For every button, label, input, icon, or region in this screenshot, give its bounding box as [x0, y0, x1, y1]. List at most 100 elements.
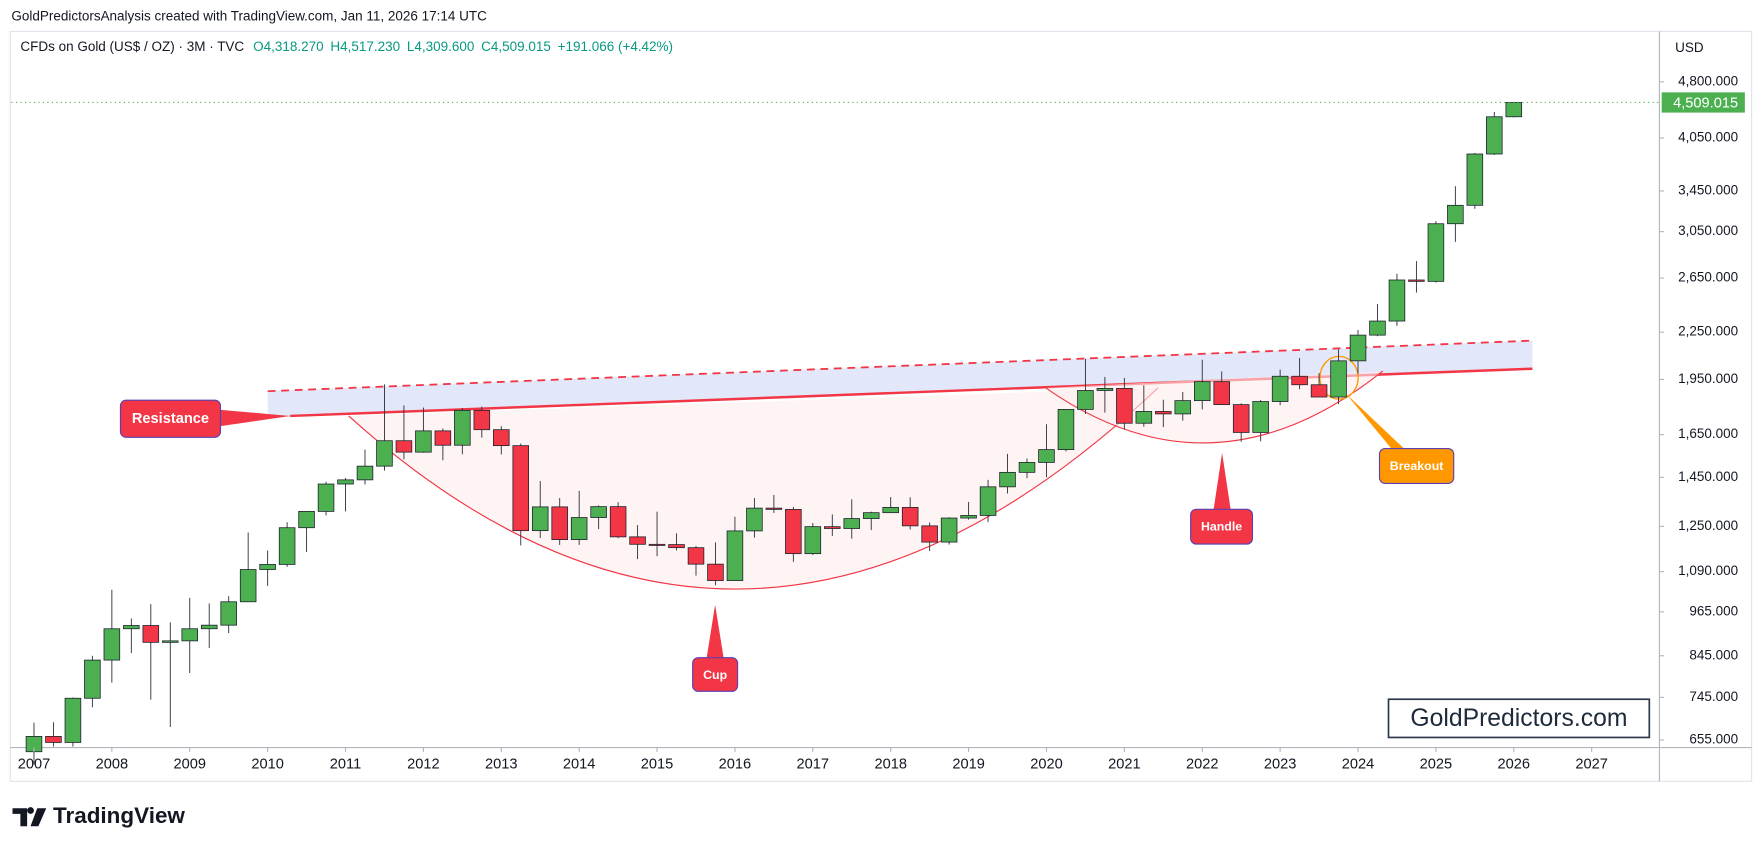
candle-body	[1038, 449, 1055, 463]
candle-body	[181, 628, 199, 642]
candle-body	[687, 547, 705, 565]
last-price-box	[1661, 92, 1745, 113]
candle-body	[493, 429, 510, 447]
x-tick-label: 2013	[485, 756, 518, 772]
resistance-band	[267, 340, 1533, 418]
candle-body	[921, 525, 938, 543]
cup-pointer	[706, 604, 725, 662]
candle-body	[1330, 360, 1347, 398]
candle-body	[103, 628, 121, 661]
candle-body	[473, 409, 491, 431]
cup-callout	[692, 657, 739, 692]
legend: CFDs on Gold (US$ / OZ) · 3M · TVC O4,318…	[20, 39, 673, 54]
candle-body	[1427, 223, 1445, 282]
last-price-label: 4,509.015	[1673, 95, 1738, 111]
candle-body	[1505, 102, 1523, 118]
high-label: H4,517.230	[330, 39, 400, 54]
cup-fill	[348, 387, 1159, 590]
callouts: Resistance Cup Handle Breakout GoldPredi…	[119, 393, 1651, 739]
breakout-label: Breakout	[1390, 459, 1444, 473]
candle-body	[960, 515, 977, 519]
resistance-dashed	[267, 339, 1533, 393]
candle-body	[785, 508, 802, 555]
candle-body	[940, 517, 958, 543]
x-tick-label: 2012	[407, 756, 440, 772]
resistance-callout	[119, 399, 222, 438]
candle-body	[531, 506, 549, 532]
y-tick-label: 1,090.000	[1678, 563, 1738, 578]
candles	[25, 101, 1523, 765]
candle-body	[668, 544, 685, 549]
breakout-callout	[1378, 447, 1455, 484]
x-tick-label: 2025	[1420, 756, 1453, 772]
candle-body	[1466, 153, 1484, 206]
handle-label: Handle	[1201, 520, 1242, 534]
y-tick-label: 1,650.000	[1678, 426, 1738, 441]
candle-body	[259, 564, 276, 570]
cup-label: Cup	[703, 668, 727, 682]
watermark-box	[1387, 698, 1651, 739]
breakout-circle	[1319, 355, 1359, 400]
candle-body	[1135, 411, 1153, 424]
x-tick-label: 2011	[330, 756, 361, 772]
candle-body	[979, 486, 997, 516]
breakout-pointer	[1345, 393, 1408, 452]
low-label: L4,309.600	[407, 39, 475, 54]
candle-body	[1116, 387, 1133, 424]
candle-body	[1213, 381, 1230, 406]
candle-body	[434, 430, 452, 446]
currency: USD	[1675, 40, 1704, 55]
candle-body	[1096, 387, 1114, 391]
candle-body	[609, 506, 627, 538]
x-tick-label: 2015	[641, 756, 674, 772]
candle-body	[317, 483, 335, 512]
x-tick-label: 2008	[96, 756, 129, 772]
x-tick-label: 2010	[251, 756, 284, 772]
candle-body	[551, 506, 568, 540]
x-tick-label: 2018	[874, 756, 907, 772]
candle-body	[337, 479, 354, 485]
y-tick-label: 1,450.000	[1678, 469, 1738, 484]
drawings	[267, 339, 1533, 590]
candle-body	[804, 526, 822, 555]
x-tick-label: 2021	[1108, 756, 1141, 772]
candle-body	[1155, 411, 1172, 415]
candle-body	[1193, 381, 1211, 402]
x-tick-label: 2016	[719, 756, 752, 772]
candle-body	[862, 512, 880, 519]
candle-body	[746, 507, 763, 532]
candle-body	[1310, 384, 1328, 398]
x-tick-label: 2009	[173, 756, 206, 772]
y-tick-label: 3,450.000	[1678, 182, 1738, 197]
candle-body	[162, 640, 179, 643]
candle-body	[590, 506, 607, 518]
candle-body	[1369, 320, 1386, 336]
y-tick-label: 745.000	[1689, 689, 1738, 704]
tradingview-logo: TradingView	[12, 803, 185, 828]
candle-body	[64, 697, 82, 743]
x-tick-label: 2024	[1342, 756, 1375, 772]
frame	[9, 30, 1753, 782]
cup-curve	[348, 387, 1159, 590]
y-tick-label: 1,250.000	[1678, 518, 1738, 533]
y-tick-label: 3,050.000	[1678, 223, 1738, 238]
logo-mark	[12, 807, 47, 827]
candle-body	[1447, 204, 1464, 225]
candle-body	[1077, 390, 1094, 410]
x-tick-label: 2007	[18, 756, 51, 772]
x-tick-label: 2026	[1498, 756, 1531, 772]
candle-body	[1174, 400, 1192, 415]
x-tick-label: 2014	[563, 756, 596, 772]
candle-body	[648, 543, 666, 546]
candle-body	[298, 511, 315, 529]
open-label: O4,318.270	[253, 39, 323, 54]
candle-body	[512, 445, 530, 532]
y-tick-label: 1,950.000	[1678, 371, 1738, 386]
candle-body	[765, 507, 783, 510]
candle-body	[843, 518, 861, 529]
y-tick-label: 845.000	[1689, 647, 1738, 662]
resistance-label: Resistance	[132, 411, 209, 427]
x-tick-label: 2020	[1030, 756, 1063, 772]
x-tick-label: 2022	[1186, 756, 1219, 772]
